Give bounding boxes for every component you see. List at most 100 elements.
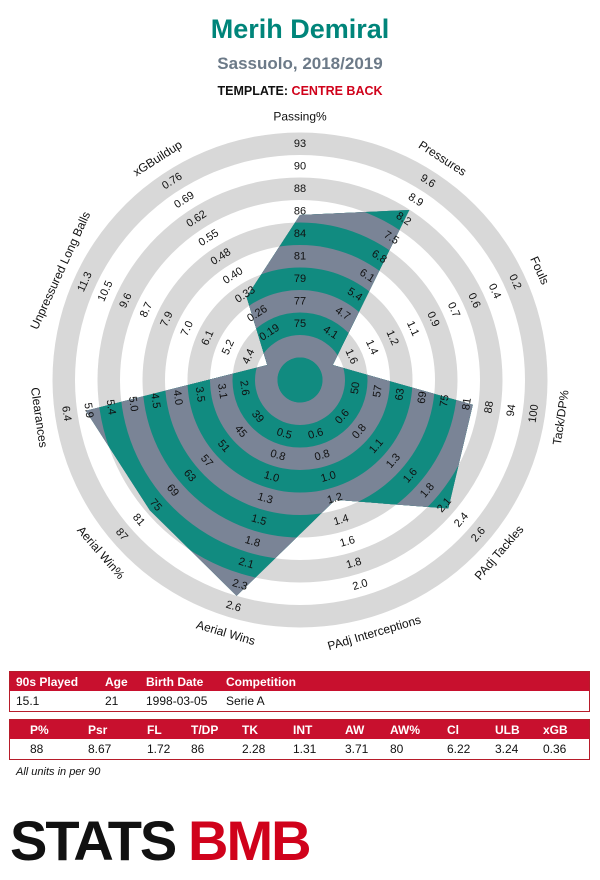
tick-label: 7.9 xyxy=(158,310,175,329)
tick-label: 0.8 xyxy=(269,448,287,464)
stats-header-int: INT xyxy=(293,723,313,737)
tick-label: 1.6 xyxy=(338,534,356,550)
tick-label: 5.9 xyxy=(81,402,95,419)
tick-label: 4.0 xyxy=(170,389,184,406)
tick-label: 0.9 xyxy=(424,310,441,329)
logo-bomb-text: BMB xyxy=(188,812,310,872)
tick-label: 0.6 xyxy=(307,426,325,442)
info-header-90s: 90s Played xyxy=(16,675,79,689)
template-prefix: TEMPLATE: xyxy=(217,84,289,98)
tick-label: 84 xyxy=(294,228,306,240)
info-header-competition: Competition xyxy=(226,675,296,689)
tick-label: 88 xyxy=(482,400,496,414)
tick-label: 93 xyxy=(294,138,306,150)
tick-label: 0.8 xyxy=(313,448,331,464)
tick-label: 79 xyxy=(294,273,306,285)
tick-label: 6.1 xyxy=(199,328,216,347)
tick-label: 6.4 xyxy=(59,405,73,422)
stats-header-p: P% xyxy=(30,723,49,737)
tick-label: 2.3 xyxy=(231,577,249,593)
tick-label: 1.6 xyxy=(343,347,360,366)
tick-label: 7.0 xyxy=(179,319,196,338)
info-table-row: 15.1 21 1998-03-05 Serie A xyxy=(10,691,589,711)
stats-value-cl: 6.22 xyxy=(447,742,471,756)
template-value: CENTRE BACK xyxy=(291,84,383,98)
radar-chart: 757779818486889093Passing%4.14.75.46.16.… xyxy=(27,110,572,654)
tick-label: 75 xyxy=(438,394,452,408)
template-label: TEMPLATE: CENTRE BACK xyxy=(0,84,600,98)
logo-stats-text: STATS xyxy=(10,812,176,872)
stats-header-ulb: ULB xyxy=(495,723,520,737)
info-header-age: Age xyxy=(105,675,128,689)
tick-label: 88 xyxy=(294,183,306,195)
tick-label: 81 xyxy=(294,250,306,262)
tick-label: 86 xyxy=(294,205,306,217)
tick-label: 2.0 xyxy=(351,577,369,593)
tick-label: 0.2 xyxy=(506,272,523,291)
stats-value-p: 88 xyxy=(30,742,44,756)
team-season: Sassuolo, 2018/2019 xyxy=(217,54,383,73)
stats-header-fl: FL xyxy=(147,723,162,737)
stats-table-row: 88 8.67 1.72 86 2.28 1.31 3.71 80 6.22 3.24 0.36 xyxy=(10,739,589,759)
info-value-age: 21 xyxy=(105,694,119,708)
info-value-competition: Serie A xyxy=(226,694,265,708)
tick-label: 0.7 xyxy=(445,300,462,319)
tick-label: 9.6 xyxy=(117,291,134,310)
stats-value-aw: 80 xyxy=(390,742,404,756)
stats-header-aw: AW xyxy=(345,723,365,737)
tick-label: 2.6 xyxy=(237,380,251,397)
tick-label: 4.5 xyxy=(148,392,162,409)
stats-header-tk: TK xyxy=(242,723,258,737)
stats-table-header: P% Psr FL T/DP TK INT AW AW% Cl ULB xGB xyxy=(10,720,589,739)
tick-label: 8.7 xyxy=(138,300,155,319)
info-table: 90s Played Age Birth Date Competition 15… xyxy=(9,671,590,712)
tick-label: 1.2 xyxy=(326,491,344,507)
player-name: Merih Demiral xyxy=(210,14,390,44)
tick-label: 1.3 xyxy=(256,491,274,507)
stats-header-xgb: xGB xyxy=(543,723,568,737)
axis-label: Clearances xyxy=(28,386,51,448)
tick-label: 4.4 xyxy=(240,347,257,366)
tick-label: 1.4 xyxy=(332,512,350,528)
stats-header-tdp: T/DP xyxy=(191,723,219,737)
tick-label: 5.2 xyxy=(220,338,237,357)
stats-value-psr: 8.67 xyxy=(88,742,112,756)
axis-label: Aerial Wins xyxy=(195,618,257,649)
tick-label: 1.1 xyxy=(404,319,421,338)
tick-label: 50 xyxy=(349,381,363,395)
stats-header-psr: Psr xyxy=(88,723,108,737)
tick-label: 3.1 xyxy=(215,383,229,400)
tick-label: 2.1 xyxy=(237,556,255,572)
statsbomb-logo: STATS BMB xyxy=(10,812,312,872)
tick-label: 1.0 xyxy=(319,469,337,485)
tick-label: 1.8 xyxy=(345,556,363,572)
radar-center xyxy=(277,357,323,403)
stats-value-tk: 2.28 xyxy=(242,742,266,756)
tick-label: 81 xyxy=(460,397,474,411)
axis-label: Tack/DP% xyxy=(550,389,572,446)
info-value-birth: 1998-03-05 xyxy=(146,694,208,708)
axis-label: Fouls xyxy=(527,254,552,287)
info-table-header: 90s Played Age Birth Date Competition xyxy=(10,672,589,691)
tick-label: 1.2 xyxy=(383,328,400,347)
tick-label: 100 xyxy=(527,404,541,424)
stats-value-fl: 1.72 xyxy=(147,742,171,756)
tick-label: 1.8 xyxy=(243,534,261,550)
stats-value-int: 1.31 xyxy=(293,742,317,756)
tick-label: 3.5 xyxy=(193,386,207,403)
tick-label: 69 xyxy=(416,391,430,405)
tick-label: 2.6 xyxy=(224,599,242,615)
stats-header-aw: AW% xyxy=(390,723,420,737)
tick-label: 0.5 xyxy=(275,426,293,442)
tick-label: 57 xyxy=(371,384,385,398)
tick-label: 90 xyxy=(294,160,306,172)
units-note: All units in per 90 xyxy=(16,766,101,778)
tick-label: 5.0 xyxy=(126,396,140,413)
stats-value-ulb: 3.24 xyxy=(495,742,519,756)
stats-table: P% Psr FL T/DP TK INT AW AW% Cl ULB xGB 88 8.67 1.72… xyxy=(9,719,590,760)
axis-label: Passing% xyxy=(273,110,327,124)
stats-value-tdp: 86 xyxy=(191,742,205,756)
tick-label: 1.4 xyxy=(363,338,380,357)
stats-value-xgb: 0.36 xyxy=(543,742,567,756)
info-header-birth: Birth Date xyxy=(146,675,204,689)
